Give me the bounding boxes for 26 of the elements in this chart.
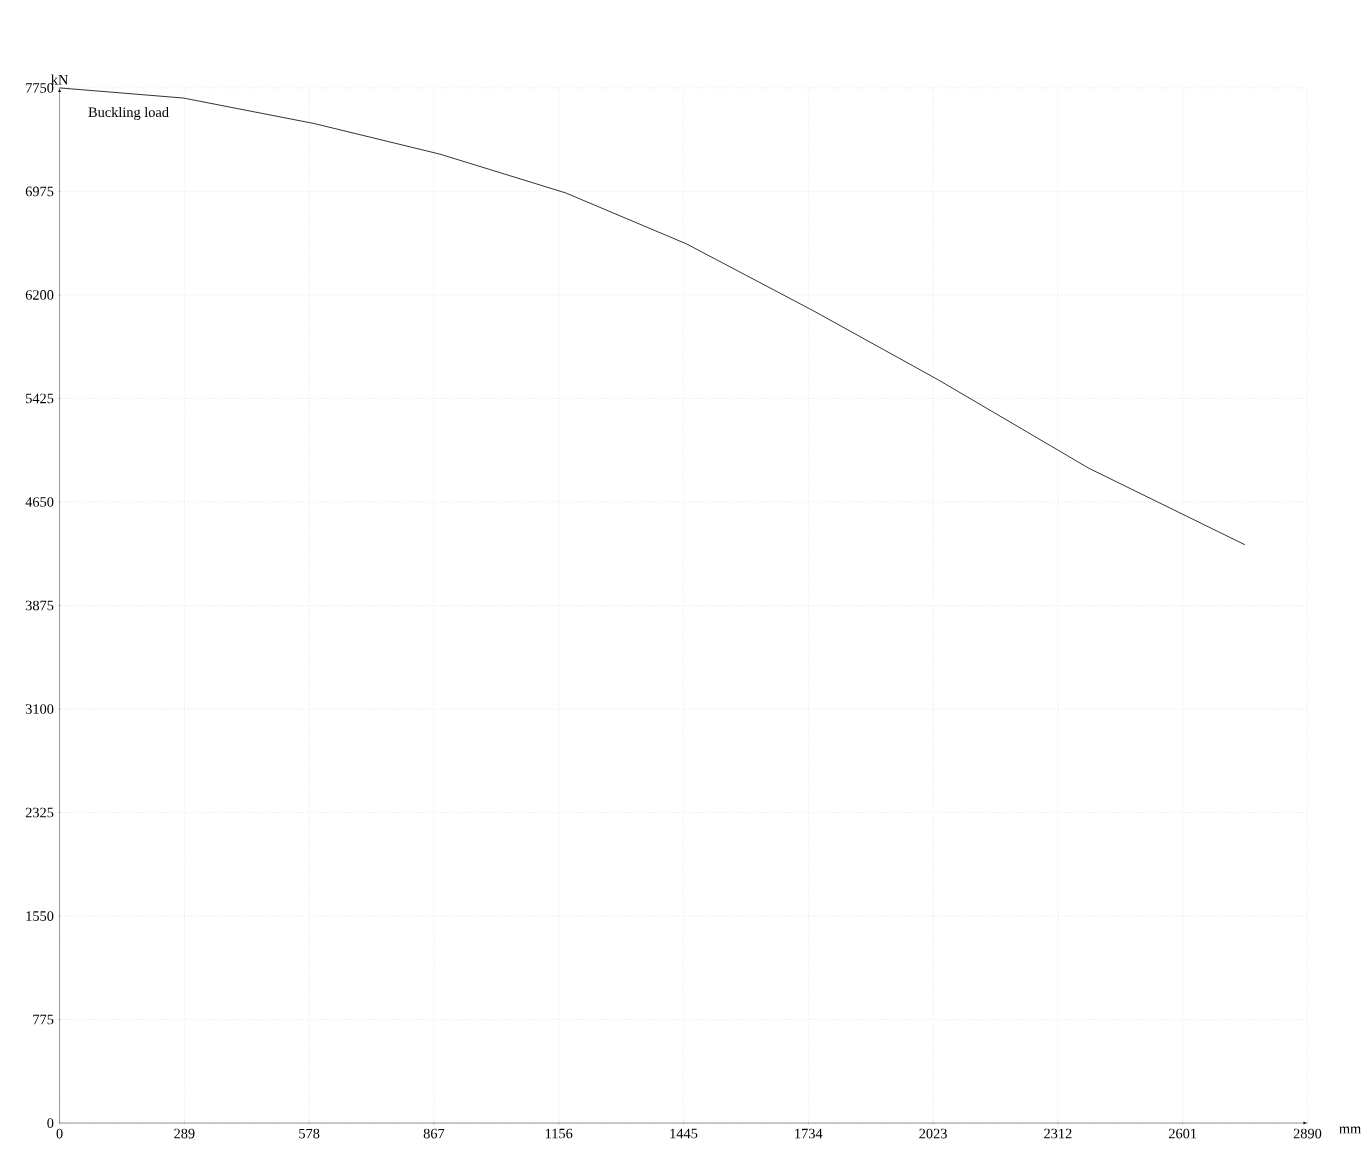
x-tick-label: 1734 — [795, 1128, 823, 1139]
x-tick-label: 578 — [299, 1128, 320, 1139]
x-tick-label: 2312 — [1044, 1128, 1072, 1139]
y-tick-label: 4650 — [25, 496, 54, 507]
x-tick-label: 0 — [56, 1128, 63, 1139]
y-tick-label: 2325 — [25, 807, 54, 818]
y-tick-label: 1550 — [26, 910, 54, 921]
y-tick-label: 7750 — [26, 82, 54, 93]
y-tick-label: 3100 — [25, 703, 54, 714]
y-tick-label: 6975 — [25, 186, 54, 197]
annotation: Buckling load — [88, 106, 169, 120]
y-tick-label: 775 — [33, 1014, 54, 1025]
y-tick-label: 0 — [47, 1118, 54, 1128]
line-series — [58, 87, 1246, 545]
x-tick-label: 867 — [423, 1128, 445, 1139]
y-axis-title: kN — [51, 74, 69, 85]
x-tick-label: 2890 — [1293, 1128, 1322, 1139]
x-tick-label: 1156 — [545, 1128, 573, 1139]
y-tick-label: 6200 — [25, 289, 54, 300]
x-tick-label: 289 — [174, 1128, 195, 1139]
x-tick-label: 2601 — [1168, 1128, 1197, 1139]
y-tick-label: 5425 — [26, 393, 54, 404]
x-axis-title: mm — [1339, 1126, 1362, 1134]
y-tick-label: 3875 — [25, 600, 54, 611]
x-tick-label: 2023 — [919, 1128, 947, 1139]
x-tick-label: 1445 — [670, 1128, 698, 1139]
